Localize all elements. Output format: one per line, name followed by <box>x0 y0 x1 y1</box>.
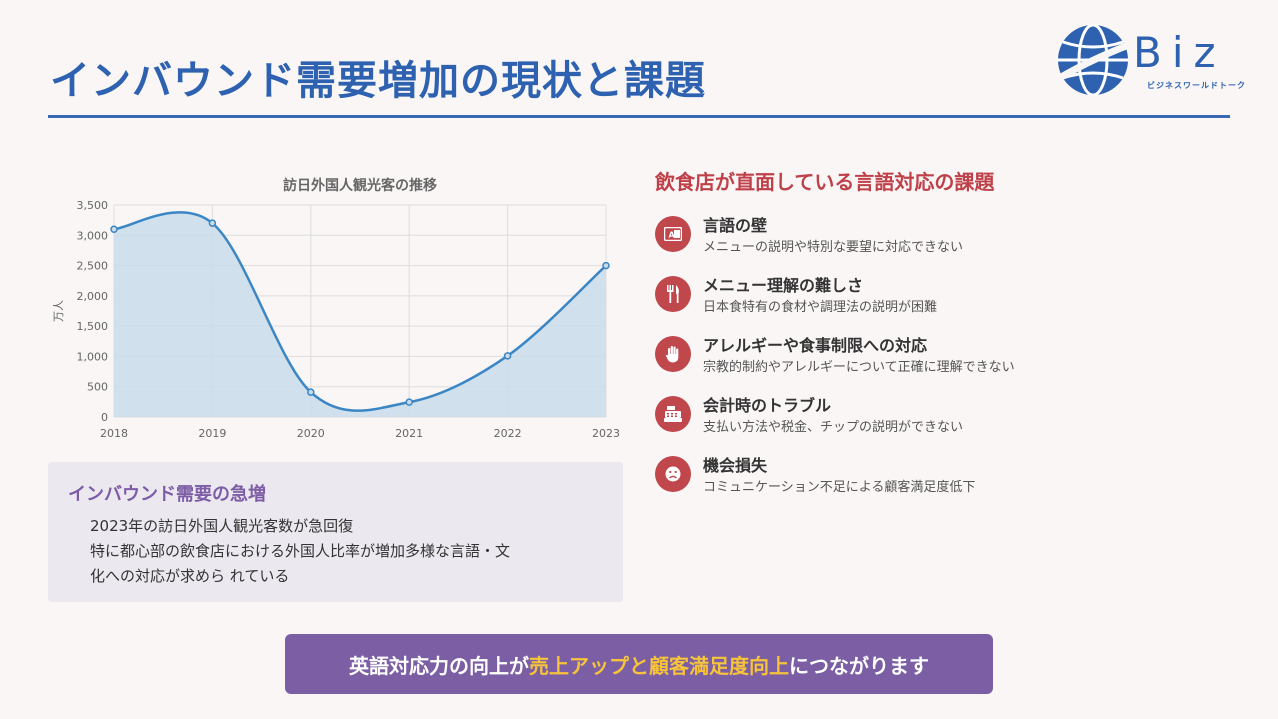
challenge-name: アレルギーや食事制限への対応 <box>703 336 928 355</box>
x-tick-label: 2023 <box>592 427 620 440</box>
conclusion-banner: 英語対応力の向上が 売上アップと顧客満足度向上 につながります <box>285 634 993 694</box>
challenge-desc: コミュニケーション不足による顧客満足度低下 <box>703 480 976 495</box>
panel-title: インバウンド需要の急増 <box>68 484 266 505</box>
series-area <box>114 212 606 417</box>
inbound-demand-panel: インバウンド需要の急増 2023年の訪日外国人観光客数が急回復 特に都心部の飲食… <box>48 462 623 602</box>
x-tick-label: 2021 <box>395 427 423 440</box>
challenge-desc: 宗教的制約やアレルギーについて正確に理解できない <box>703 360 1015 375</box>
logo-wordmark: Biz <box>1133 28 1226 77</box>
panel-line: 2023年の訪日外国人観光客数が急回復 <box>90 517 354 535</box>
y-tick-label: 1,000 <box>77 350 109 363</box>
y-axis-label: 万人 <box>52 300 65 322</box>
x-tick-label: 2018 <box>100 427 128 440</box>
y-tick-label: 1,500 <box>77 320 109 333</box>
y-tick-label: 500 <box>87 381 108 394</box>
logo-subtitle: ビジネスワールドトーク <box>1147 81 1246 90</box>
challenge-name: 会計時のトラブル <box>703 396 832 415</box>
hand-icon <box>655 336 691 372</box>
panel-body: 2023年の訪日外国人観光客数が急回復 特に都心部の飲食店における外国人比率が増… <box>90 514 605 589</box>
frown-icon <box>655 456 691 492</box>
page-title: インバウンド需要増加の現状と課題 <box>50 58 706 104</box>
x-tick-label: 2020 <box>297 427 325 440</box>
data-point <box>602 261 610 270</box>
data-point <box>307 388 315 396</box>
y-tick-label: 2,500 <box>77 260 109 273</box>
challenge-name: メニュー理解の難しさ <box>703 276 864 295</box>
challenge-desc: メニューの説明や特別な要望に対応できない <box>703 240 964 255</box>
language-icon: A <box>655 216 691 252</box>
challenge-item: メニュー理解の難しさ 日本食特有の食材や調理法の説明が困難 <box>655 274 1155 324</box>
data-point <box>208 219 217 227</box>
cash-register-icon <box>655 396 691 432</box>
banner-text: 英語対応力の向上が <box>349 653 529 678</box>
challenge-name: 言語の壁 <box>703 216 768 235</box>
challenge-item: 機会損失 コミュニケーション不足による顧客満足度低下 <box>655 454 1155 504</box>
data-point <box>110 225 118 233</box>
y-tick-label: 0 <box>101 411 108 424</box>
challenge-item: 会計時のトラブル 支払い方法や税金、チップの説明ができない <box>655 394 1155 444</box>
data-point <box>503 352 512 360</box>
challenge-item: A 言語の壁 メニューの説明や特別な要望に対応できない <box>655 214 1155 264</box>
globe-icon <box>1055 23 1131 97</box>
chart-svg: 訪日外国人観光客の推移 0 500 1,000 1,500 2,000 2,500 3,000… <box>52 177 620 440</box>
x-tick-label: 2019 <box>198 427 226 440</box>
x-tick-label: 2022 <box>494 427 522 440</box>
series-line <box>113 211 607 412</box>
challenge-item: アレルギーや食事制限への対応 宗教的制約やアレルギーについて正確に理解できない <box>655 334 1155 384</box>
chart-title: 訪日外国人観光客の推移 <box>283 177 437 194</box>
biz-logo: Biz ビジネスワールドトーク <box>1055 22 1245 102</box>
y-tick-label: 3,000 <box>77 229 109 242</box>
title-divider <box>48 115 1230 118</box>
y-tick-label: 3,500 <box>77 199 109 212</box>
banner-text-end: につながります <box>789 653 929 678</box>
svg-text:A: A <box>669 231 676 240</box>
panel-line: 特に都心部の飲食店における外国人比率が増加多様な言語・文 <box>90 542 511 560</box>
challenge-desc: 日本食特有の食材や調理法の説明が困難 <box>703 300 938 315</box>
challenges-title: 飲食店が直面している言語対応の課題 <box>655 170 995 194</box>
panel-line: 化への対応が求めら れている <box>90 567 290 585</box>
y-tick-label: 2,000 <box>77 290 109 303</box>
challenge-name: 機会損失 <box>703 456 768 475</box>
visitor-chart: 訪日外国人観光客の推移 0 500 1,000 1,500 2,000 2,500 3,000… <box>48 168 628 448</box>
utensils-icon <box>655 276 691 312</box>
challenge-desc: 支払い方法や税金、チップの説明ができない <box>703 420 964 435</box>
banner-highlight: 売上アップと顧客満足度向上 <box>529 653 789 678</box>
data-point <box>405 398 413 406</box>
